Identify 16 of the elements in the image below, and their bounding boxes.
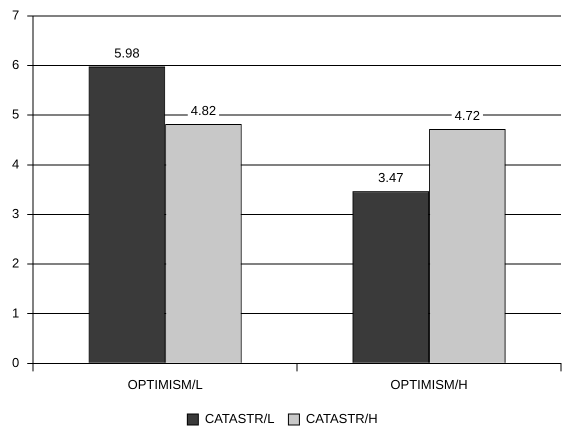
y-tick-label: 4: [12, 156, 20, 172]
legend-label: CATASTR/L: [204, 411, 274, 426]
data-label: 3.47: [378, 170, 404, 186]
data-label: 4.72: [454, 108, 480, 124]
data-label: 5.98: [114, 46, 140, 61]
y-tick-label: 3: [12, 206, 20, 222]
legend-label: CATASTR/H: [306, 411, 378, 426]
y-tick-label: 6: [12, 57, 20, 72]
y-tick-label: 7: [12, 7, 20, 22]
x-tick-label: OPTIMISM/H: [390, 376, 468, 392]
y-tick-label: 5: [12, 106, 20, 122]
y-tick-label: 1: [12, 305, 20, 320]
y-tick-label: 2: [12, 256, 20, 271]
x-tick-label: OPTIMISM/L: [128, 376, 203, 392]
y-tick-label: 0: [12, 354, 20, 370]
data-label: 4.82: [190, 103, 216, 118]
